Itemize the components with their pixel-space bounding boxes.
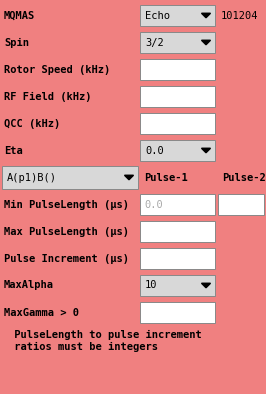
Bar bbox=[140, 59, 215, 80]
Bar bbox=[140, 32, 215, 53]
Bar bbox=[140, 113, 215, 134]
Text: RF Field (kHz): RF Field (kHz) bbox=[4, 91, 92, 102]
Bar bbox=[140, 302, 215, 323]
Polygon shape bbox=[202, 148, 210, 153]
Text: 101204: 101204 bbox=[221, 11, 259, 20]
Text: A(p1)B(): A(p1)B() bbox=[7, 173, 57, 182]
Bar bbox=[140, 86, 215, 107]
Text: MaxGamma > 0: MaxGamma > 0 bbox=[4, 307, 79, 318]
Bar bbox=[140, 248, 215, 269]
Text: MQMAS: MQMAS bbox=[4, 11, 35, 20]
Text: Pulse Increment (μs): Pulse Increment (μs) bbox=[4, 253, 129, 264]
Text: Eta: Eta bbox=[4, 145, 23, 156]
Text: Min PulseLength (μs): Min PulseLength (μs) bbox=[4, 199, 129, 210]
Text: Spin: Spin bbox=[4, 37, 29, 48]
Text: MaxAlpha: MaxAlpha bbox=[4, 281, 54, 290]
Text: Pulse-2: Pulse-2 bbox=[222, 173, 266, 182]
Text: Max PulseLength (μs): Max PulseLength (μs) bbox=[4, 227, 129, 236]
Text: 10: 10 bbox=[145, 281, 157, 290]
Bar bbox=[218, 194, 264, 215]
Text: QCC (kHz): QCC (kHz) bbox=[4, 119, 60, 128]
Bar bbox=[140, 275, 215, 296]
Bar bbox=[140, 194, 215, 215]
Polygon shape bbox=[202, 13, 210, 18]
Text: PulseLength to pulse increment
 ratios must be integers: PulseLength to pulse increment ratios mu… bbox=[8, 330, 202, 352]
Bar bbox=[140, 221, 215, 242]
Bar bbox=[140, 140, 215, 161]
Text: Pulse-1: Pulse-1 bbox=[144, 173, 188, 182]
Text: Echo: Echo bbox=[145, 11, 170, 20]
Text: 0.0: 0.0 bbox=[145, 145, 164, 156]
Polygon shape bbox=[202, 283, 210, 288]
Polygon shape bbox=[202, 40, 210, 45]
Polygon shape bbox=[124, 175, 134, 180]
Bar bbox=[140, 5, 215, 26]
Text: 0.0: 0.0 bbox=[144, 199, 163, 210]
Text: Rotor Speed (kHz): Rotor Speed (kHz) bbox=[4, 65, 110, 74]
Bar bbox=[2, 166, 138, 189]
Text: 3/2: 3/2 bbox=[145, 37, 164, 48]
